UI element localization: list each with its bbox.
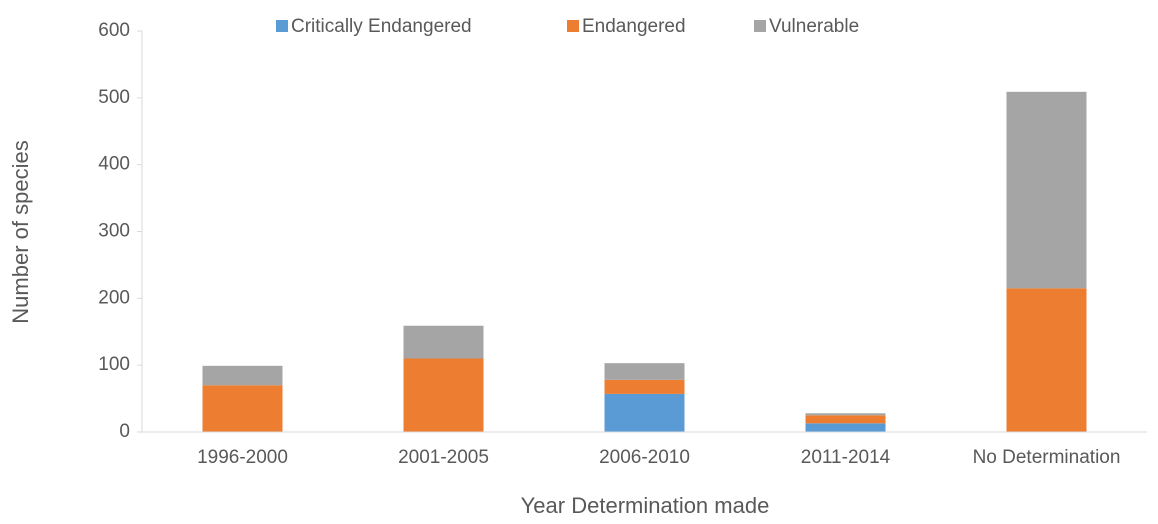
y-tick-label: 400 <box>98 154 130 175</box>
bar-segment <box>805 423 886 432</box>
x-tick-label: 2001-2005 <box>398 447 489 468</box>
y-tick-label: 200 <box>98 287 130 308</box>
x-tick-label: No Determination <box>973 447 1121 468</box>
bar-segment <box>604 393 685 432</box>
bar-segment <box>604 379 685 394</box>
y-tick-label: 300 <box>98 221 130 242</box>
bar-segment <box>403 325 484 359</box>
legend-swatch <box>276 20 288 32</box>
legend-swatch <box>567 20 579 32</box>
bar-segment <box>1006 91 1087 289</box>
bar-segment <box>403 358 484 432</box>
legend-label: Endangered <box>582 16 686 37</box>
y-tick-label: 500 <box>98 87 130 108</box>
legend-label: Critically Endangered <box>291 16 472 37</box>
legend-label: Vulnerable <box>769 16 859 37</box>
bar-segment <box>202 365 283 386</box>
y-axis-title: Number of species <box>8 140 33 323</box>
bar-segment <box>1006 288 1087 432</box>
y-tick-label: 100 <box>98 354 130 375</box>
bar-segment <box>805 415 886 424</box>
bar-segment <box>202 385 283 432</box>
x-tick-label: 2011-2014 <box>801 447 891 468</box>
bar-segment <box>805 413 886 416</box>
x-axis-title: Year Determination made <box>521 493 770 518</box>
x-tick-label: 1996-2000 <box>197 447 288 468</box>
y-tick-label: 600 <box>98 20 130 41</box>
legend-swatch <box>754 20 766 32</box>
y-tick-label: 0 <box>119 421 130 442</box>
x-tick-label: 2006-2010 <box>599 447 690 468</box>
bar-segment <box>604 363 685 380</box>
